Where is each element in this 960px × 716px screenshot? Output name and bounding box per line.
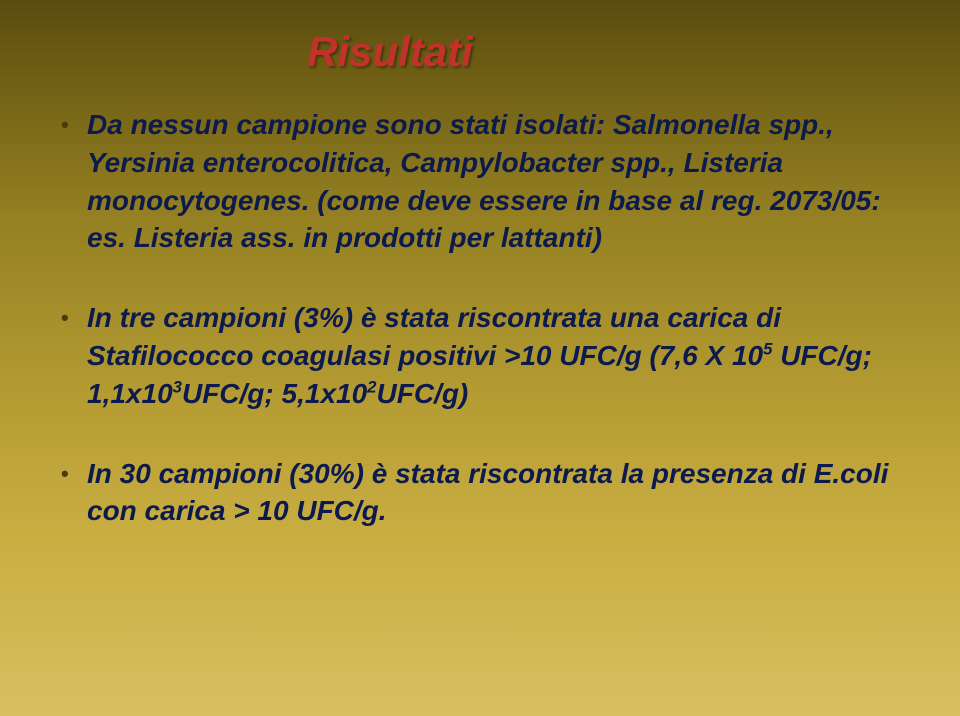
superscript: 2 [367,377,376,396]
bullet-text: In 30 campioni (30%) è stata riscontrata… [87,458,888,527]
bullet-text: In tre campioni (3%) è stata riscontrata… [87,302,781,371]
bullet-list: Da nessun campione sono stati isolati: S… [55,106,905,530]
bullet-item: In 30 campioni (30%) è stata riscontrata… [55,455,905,531]
slide: Risultati Da nessun campione sono stati … [0,0,960,716]
slide-title: Risultati [265,28,515,76]
bullet-item: Da nessun campione sono stati isolati: S… [55,106,905,257]
bullet-text: UFC/g; 5,1x10 [182,378,367,409]
bullet-item: In tre campioni (3%) è stata riscontrata… [55,299,905,412]
bullet-text: UFC/g) [377,378,469,409]
superscript: 3 [173,377,182,396]
bullet-text: Da nessun campione sono stati isolati: S… [87,109,881,253]
